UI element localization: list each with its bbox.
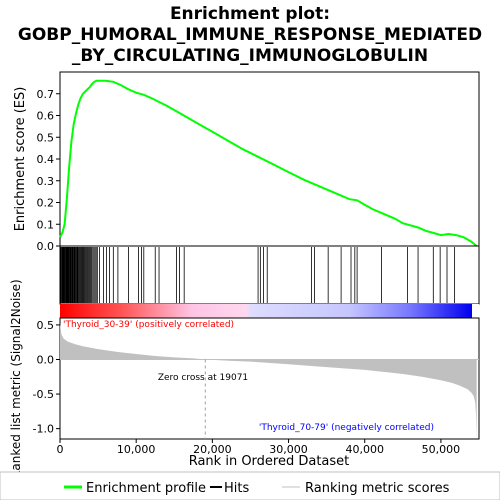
title-line-2: GOBP_HUMORAL_IMMUNE_RESPONSE_MEDIATED (18, 25, 482, 45)
legend-label-enrichment-profile: Enrichment profile (86, 481, 206, 496)
x-tick-label: 30,000 (269, 443, 308, 456)
positive-correlation-label: 'Thyroid_30-39' (positively correlated) (63, 320, 234, 330)
es-panel-frame (59, 71, 480, 247)
metric-tick-label: 0.5 (37, 319, 55, 332)
title-line-1: Enrichment plot: (170, 4, 330, 24)
legend-label-hits: Hits (224, 481, 249, 496)
metric-tick-label: -1.0 (33, 423, 54, 436)
x-axis-label: Rank in Ordered Dataset (189, 454, 350, 469)
es-tick-label: 0.2 (37, 197, 55, 210)
legend: Enrichment profile Hits Ranking metric s… (0, 471, 500, 500)
rank-color-bar (60, 304, 472, 318)
x-axis-ticks: 0 10,000 20,000 30,000 40,000 50,000 (57, 439, 461, 456)
chart-title: Enrichment plot: GOBP_HUMORAL_IMMUNE_RES… (18, 4, 482, 66)
x-tick-label: 50,000 (422, 443, 461, 456)
enrichment-profile-line (59, 79, 478, 247)
hits-panel-frame (59, 245, 480, 305)
metric-tick-label: -0.5 (33, 388, 54, 401)
x-tick-label: 0 (57, 443, 64, 456)
metric-panel-frame (59, 317, 480, 440)
x-tick-label: 20,000 (193, 443, 232, 456)
es-tick-label: 0.3 (37, 175, 55, 188)
negative-correlation-label: 'Thyroid_70-79' (negatively correlated) (259, 423, 434, 433)
metric-tick-label: 0.0 (37, 353, 55, 366)
es-tick-label: 0.6 (37, 110, 55, 123)
metric-axis-ticks: 0.5 0.0 -0.5 -1.0 (33, 319, 60, 436)
x-tick-label: 10,000 (117, 443, 156, 456)
zero-cross-label: Zero cross at 19071 (158, 373, 248, 383)
title-line-3: _BY_CIRCULATING_IMMUNOGLOBULIN (72, 46, 428, 66)
es-axis-ticks: 0.0 0.1 0.2 0.3 0.4 0.5 0.6 0.7 (37, 88, 60, 253)
legend-box (0, 471, 500, 500)
metric-axis-label: Ranked list metric (Signal2Noise) (9, 279, 23, 478)
hit-markers (60, 247, 456, 303)
es-axis-label: Enrichment score (ES) (13, 87, 28, 232)
x-tick-label: 40,000 (345, 443, 384, 456)
es-tick-label: 0.4 (37, 153, 55, 166)
es-tick-label: 0.7 (37, 88, 55, 101)
rank-color-bar-end (472, 304, 479, 318)
legend-label-ranking-metric: Ranking metric scores (305, 481, 450, 496)
es-tick-label: 0.1 (37, 218, 55, 231)
es-tick-label: 0.5 (37, 131, 55, 144)
es-tick-label: 0.0 (37, 240, 55, 253)
